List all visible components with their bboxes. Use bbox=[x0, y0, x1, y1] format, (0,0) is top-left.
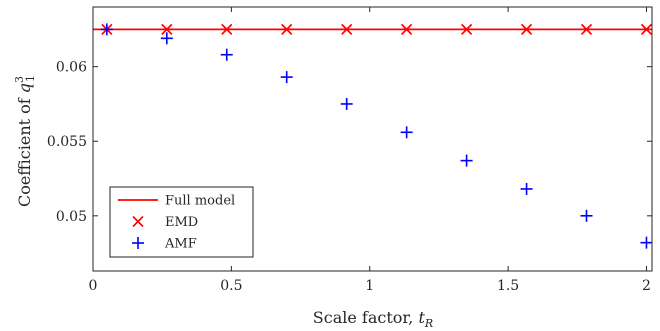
legend-label: EMD bbox=[165, 215, 198, 230]
data-point-amf bbox=[340, 97, 353, 110]
data-point-emd bbox=[461, 23, 473, 35]
x-tick-label: 1.5 bbox=[497, 278, 519, 294]
y-tick-label: 0.055 bbox=[47, 134, 87, 150]
data-point-amf bbox=[160, 32, 173, 45]
axes-frame bbox=[92, 6, 653, 272]
x-axis-label: Scale factor, tR bbox=[313, 308, 433, 330]
data-point-amf bbox=[100, 23, 113, 36]
x-marker-stroke bbox=[580, 23, 593, 35]
legend-label: Full model bbox=[165, 194, 235, 209]
x-marker-stroke bbox=[132, 215, 144, 228]
legend-box bbox=[109, 186, 254, 258]
data-point-amf bbox=[280, 71, 293, 84]
data-point-emd bbox=[580, 23, 593, 35]
x-marker-stroke bbox=[520, 23, 533, 35]
y-tick-label: 0.05 bbox=[56, 209, 87, 225]
data-point-emd bbox=[161, 23, 173, 35]
data-point-amf bbox=[520, 182, 533, 195]
x-tick-label: 0.5 bbox=[220, 278, 242, 294]
x-tick-label: 2 bbox=[642, 278, 651, 294]
legend-swatch-marker bbox=[132, 237, 144, 249]
y-tick-label: 0.06 bbox=[56, 60, 87, 76]
x-marker-stroke bbox=[281, 23, 293, 35]
data-point-emd bbox=[520, 23, 533, 35]
legend-label: AMF bbox=[164, 237, 197, 252]
data-point-emd bbox=[221, 23, 233, 35]
legend-swatch-marker bbox=[132, 215, 144, 228]
axes: 0 0.5 1 1.5 2 0.05 0.055 0.06 bbox=[47, 6, 653, 294]
data-point-emd bbox=[281, 23, 293, 35]
data-point-amf bbox=[220, 48, 233, 61]
x-marker-stroke bbox=[461, 23, 473, 35]
data-point-amf bbox=[640, 236, 653, 249]
x-tick-label: 1 bbox=[365, 278, 374, 294]
data-point-emd bbox=[401, 23, 413, 35]
data-point-amf bbox=[580, 209, 593, 222]
x-marker-stroke bbox=[161, 23, 173, 35]
plot-area bbox=[93, 23, 653, 249]
x-tick-label: 0 bbox=[89, 278, 98, 294]
y-axis-label: Coefficient of q31 bbox=[13, 75, 37, 207]
legend: Full model EMD AMF bbox=[109, 186, 254, 258]
data-point-amf bbox=[400, 126, 413, 139]
x-marker-stroke bbox=[221, 23, 233, 35]
data-point-emd bbox=[640, 23, 653, 35]
data-point-emd bbox=[341, 23, 353, 35]
x-marker-stroke bbox=[341, 23, 353, 35]
x-marker-stroke bbox=[401, 23, 413, 35]
data-point-amf bbox=[460, 154, 473, 167]
x-marker-stroke bbox=[640, 23, 653, 35]
